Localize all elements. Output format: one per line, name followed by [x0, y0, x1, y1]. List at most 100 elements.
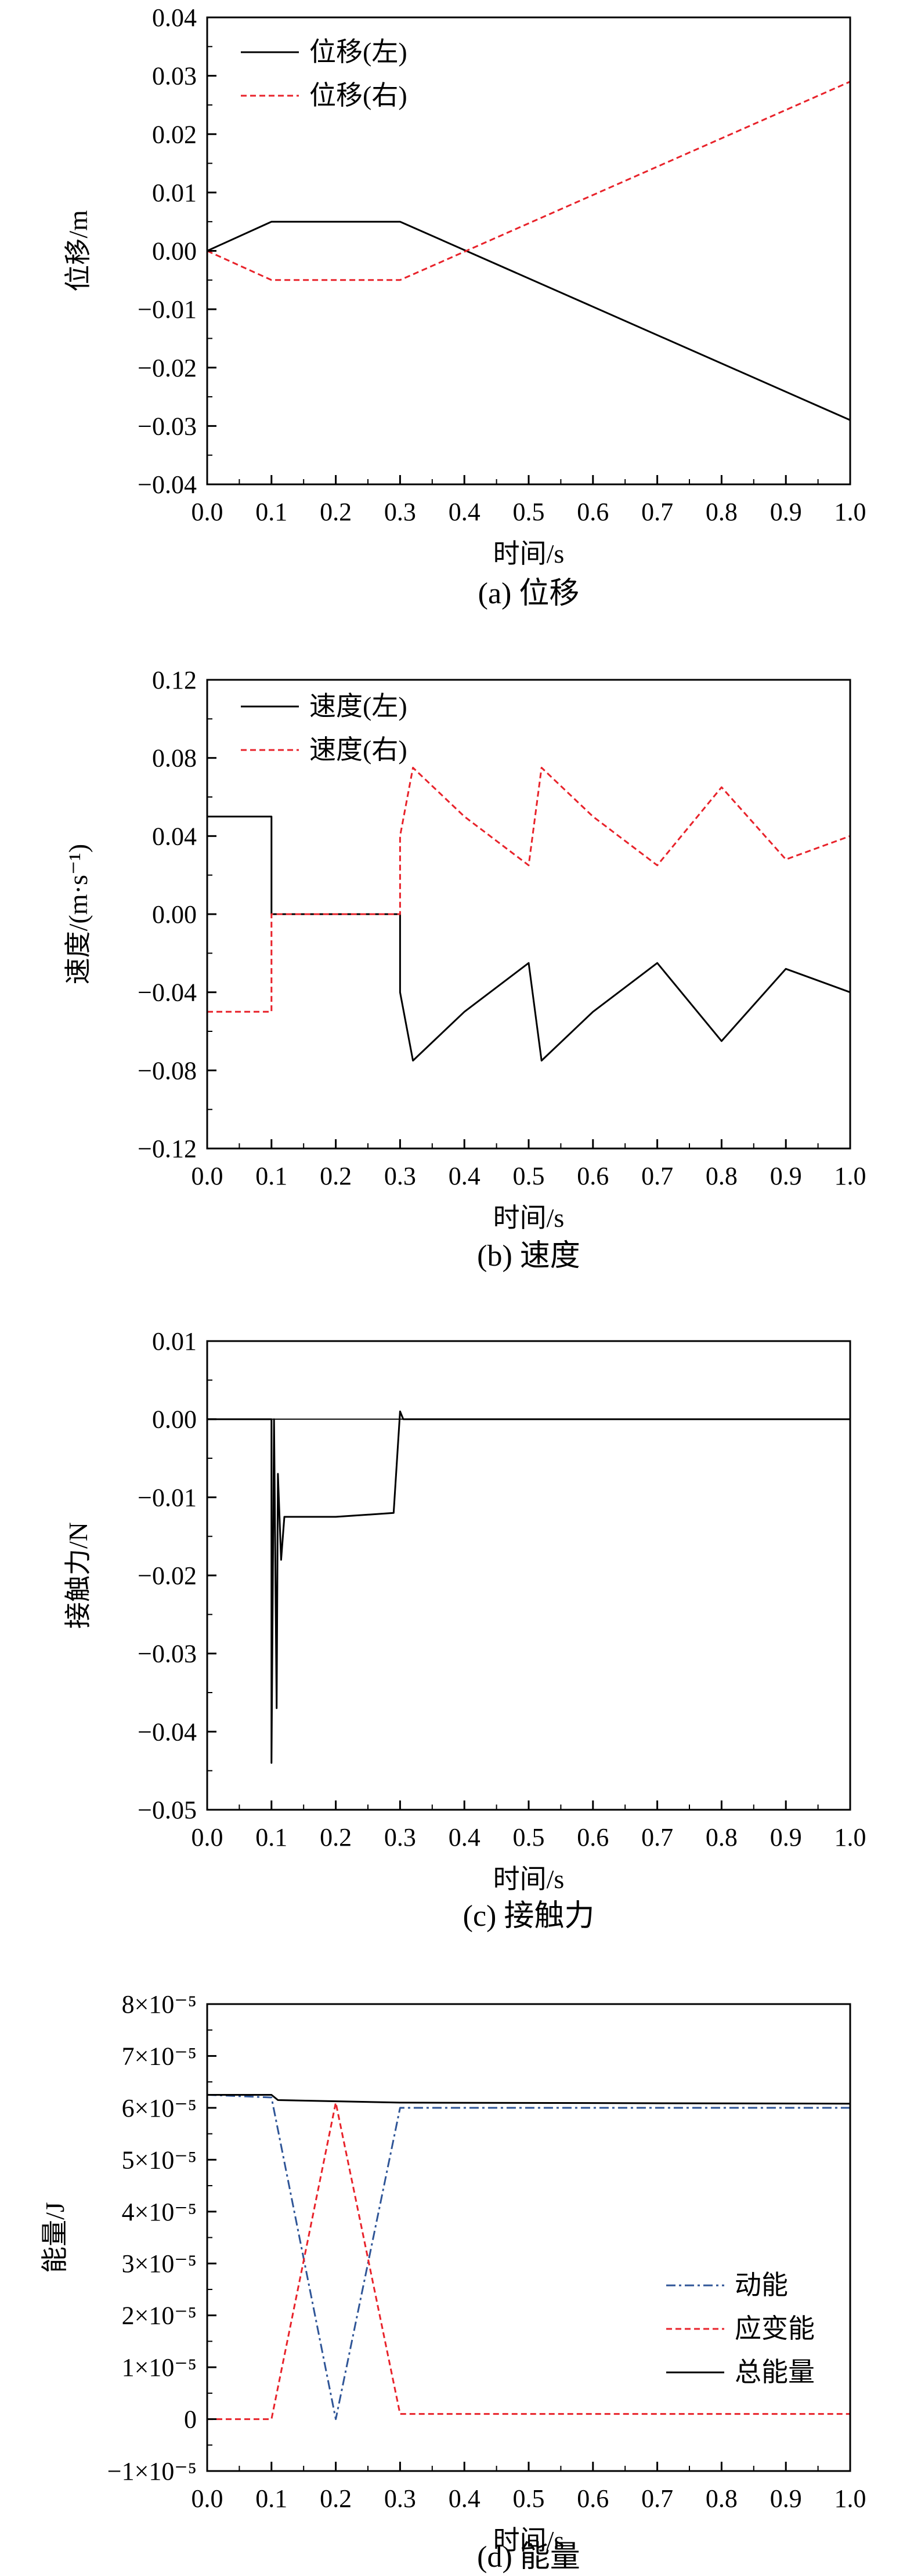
- y-tick-label: 6×10⁻⁵: [122, 2094, 197, 2122]
- x-tick-label: 0.2: [320, 1162, 352, 1190]
- y-tick-label: 0.04: [152, 3, 197, 32]
- x-tick-label: 0.1: [255, 498, 287, 526]
- x-tick-label: 0.5: [513, 2484, 545, 2513]
- series-line-2: [207, 81, 851, 281]
- y-tick-label: 0.04: [152, 822, 197, 850]
- x-tick-label: 0.4: [449, 1823, 481, 1852]
- series-line-1: [207, 2094, 850, 2421]
- x-tick-label: 0.2: [320, 1823, 352, 1852]
- x-tick-label: 0.8: [706, 1823, 738, 1852]
- x-tick-label: 0.6: [577, 2484, 609, 2513]
- y-tick-label: −0.02: [138, 1561, 197, 1590]
- x-axis-label: 时间/s: [493, 2526, 565, 2555]
- x-tick-label: 0.1: [255, 1162, 287, 1190]
- x-tick-label: 0.6: [577, 1823, 609, 1852]
- x-tick-label: 0.8: [706, 498, 738, 526]
- y-tick-label: 0.03: [152, 62, 197, 90]
- x-tick-label: 0.3: [384, 2484, 416, 2513]
- panel-caption: (c) 接触力: [463, 1900, 595, 1933]
- y-tick-label: 1×10⁻⁵: [122, 2353, 197, 2382]
- x-tick-label: 0.3: [384, 498, 416, 526]
- x-tick-label: 0.4: [449, 2484, 481, 2513]
- legend-label: 速度(右): [309, 735, 407, 765]
- y-tick-label: 0: [184, 2405, 197, 2434]
- y-tick-label: 0.01: [152, 179, 197, 207]
- plot-frame: [206, 16, 851, 486]
- y-tick-label: 2×10⁻⁵: [122, 2302, 197, 2330]
- x-tick-label: 0.8: [706, 2484, 738, 2513]
- x-tick-label: 0.0: [192, 1162, 223, 1190]
- x-tick-label: 0.7: [641, 1162, 673, 1190]
- x-axis-label: 时间/s: [493, 1203, 565, 1233]
- legend: 速度(左) 速度(右): [241, 691, 407, 765]
- x-tick-label: 0.5: [513, 1162, 545, 1190]
- panel-caption: (a) 位移: [478, 577, 580, 610]
- legend-label: 动能: [735, 2270, 788, 2300]
- y-axis-label: 速度/(m·s⁻¹): [63, 844, 93, 985]
- x-tick-label: 0.2: [320, 2484, 352, 2513]
- x-tick-label: 0.4: [449, 1162, 481, 1190]
- y-tick-label: −0.08: [138, 1056, 197, 1085]
- x-tick-label: 0.9: [770, 2484, 802, 2513]
- y-tick-label: 0.00: [152, 1405, 197, 1434]
- legend: 位移(左) 位移(右): [241, 37, 407, 110]
- y-tick-label: 0.02: [152, 120, 197, 148]
- chart-panel-4: 0.0 0.1 0.2 0.3 0.4 0.5 0.6 0.7 0.8 0.9 1.0 −1×10⁻⁵…: [40, 1990, 866, 2574]
- x-tick-label: 0.7: [641, 498, 673, 526]
- y-tick-label: 0.12: [152, 666, 197, 694]
- y-tick-label: −0.03: [138, 412, 197, 440]
- y-tick-label: −0.04: [138, 979, 197, 1007]
- x-tick-label: 1.0: [834, 2484, 866, 2513]
- y-axis-label: 接触力/N: [63, 1522, 93, 1629]
- series-line-2: [207, 767, 851, 1013]
- x-tick-label: 0.1: [255, 1823, 287, 1852]
- y-tick-label: −0.12: [138, 1135, 197, 1163]
- x-tick-label: 0.6: [577, 498, 609, 526]
- y-axis-label: 能量/J: [40, 2202, 70, 2273]
- y-tick-label: −0.03: [138, 1640, 197, 1668]
- y-tick-label: −1×10⁻⁵: [107, 2457, 197, 2486]
- y-tick-label: 0.00: [152, 900, 197, 929]
- x-tick-label: 0.0: [192, 1823, 223, 1852]
- series-line-1: [207, 220, 851, 421]
- y-tick-label: 3×10⁻⁵: [122, 2249, 197, 2278]
- y-tick-label: 0.01: [152, 1327, 197, 1356]
- y-tick-label: −0.04: [138, 470, 197, 499]
- y-tick-label: 7×10⁻⁵: [122, 2042, 197, 2070]
- legend-label: 速度(左): [309, 691, 407, 721]
- panel-caption: (d) 能量: [477, 2541, 580, 2574]
- y-tick-label: −0.01: [138, 1483, 197, 1512]
- x-tick-label: 0.1: [255, 2484, 287, 2513]
- x-tick-label: 0.7: [641, 1823, 673, 1852]
- x-axis-label: 时间/s: [493, 1864, 565, 1894]
- chart-panel-3: 0.0 0.1 0.2 0.3 0.4 0.5 0.6 0.7 0.8 0.9 1.0 −0.05 −0…: [63, 1327, 866, 1933]
- y-tick-label: 5×10⁻⁵: [122, 2146, 197, 2174]
- x-tick-label: 0.5: [513, 498, 545, 526]
- legend-label: 位移(右): [309, 81, 407, 110]
- y-tick-label: 0.00: [152, 237, 197, 266]
- y-tick-label: 8×10⁻⁵: [122, 1990, 197, 2019]
- y-tick-label: −0.02: [138, 354, 197, 382]
- legend-label: 应变能: [735, 2314, 815, 2343]
- x-tick-label: 0.9: [770, 1823, 802, 1852]
- x-tick-label: 0.9: [770, 1162, 802, 1190]
- x-tick-label: 0.3: [384, 1823, 416, 1852]
- chart-panel-2: 0.0 0.1 0.2 0.3 0.4 0.5 0.6 0.7 0.8 0.9 1.0 −0.12 −0…: [63, 666, 866, 1273]
- x-tick-label: 0.2: [320, 498, 352, 526]
- panel-caption: (b) 速度: [477, 1240, 580, 1273]
- x-tick-label: 0.0: [192, 498, 223, 526]
- x-tick-label: 1.0: [834, 1823, 866, 1852]
- y-tick-label: −0.01: [138, 295, 197, 324]
- y-tick-label: −0.05: [138, 1796, 197, 1824]
- x-tick-label: 0.4: [449, 498, 481, 526]
- y-axis-label: 位移/m: [63, 210, 93, 292]
- y-tick-label: 0.08: [152, 744, 197, 773]
- x-tick-label: 0.8: [706, 1162, 738, 1190]
- x-tick-label: 0.0: [192, 2484, 223, 2513]
- y-tick-label: 4×10⁻⁵: [122, 2198, 197, 2226]
- x-tick-label: 0.5: [513, 1823, 545, 1852]
- chart-panel-1: 0.0 0.1 0.2 0.3 0.4 0.5 0.6 0.7 0.8 0.9 1.0 −0.04 −0…: [63, 3, 866, 610]
- x-tick-label: 0.7: [641, 2484, 673, 2513]
